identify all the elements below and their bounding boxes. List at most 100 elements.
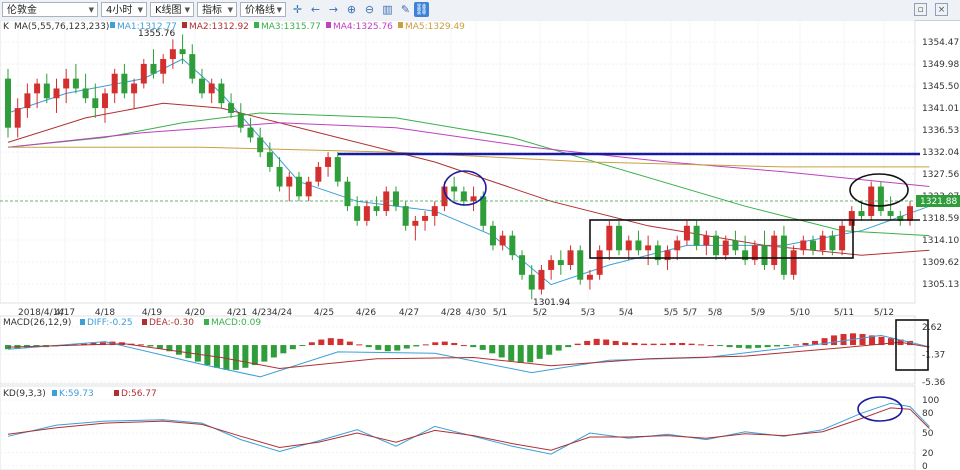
candle-body — [354, 206, 361, 221]
candle-body — [431, 206, 438, 216]
candle-body — [489, 225, 496, 246]
candle — [276, 157, 283, 192]
candle — [509, 230, 516, 261]
macd-bar — [270, 345, 277, 358]
bar-chart-icon[interactable]: ▥ — [382, 3, 393, 16]
macd-bar — [612, 340, 619, 346]
candle-body — [286, 176, 293, 187]
legend-swatch — [182, 22, 187, 28]
candle-body — [596, 250, 603, 275]
candle — [800, 235, 807, 256]
x-tick-label: 5/8 — [708, 308, 723, 318]
candle-body — [14, 108, 21, 128]
macd-bar — [812, 340, 819, 346]
macd-bar — [641, 343, 648, 346]
last-price-value: 1321.88 — [920, 197, 957, 207]
arrow-right-icon[interactable]: → — [328, 3, 339, 16]
macd-bar — [565, 345, 572, 348]
candle — [538, 265, 545, 295]
ma-line-ma4 — [7, 122, 930, 187]
close-window-button[interactable]: × — [935, 3, 948, 16]
legend-swatch — [326, 22, 331, 28]
arrow-left-icon[interactable]: ← — [310, 3, 321, 16]
candle — [286, 171, 293, 202]
candle-body — [751, 245, 758, 261]
link-icon[interactable]: ⛓ — [414, 2, 429, 17]
pencil-icon[interactable]: ✎ — [400, 3, 411, 16]
macd-y-axis: 2.62 -1.37 -5.36 — [922, 323, 946, 388]
candle — [237, 103, 244, 133]
candle-body — [519, 255, 526, 275]
candle-body — [441, 186, 448, 207]
candle-body — [839, 225, 846, 251]
macd-bar — [793, 344, 800, 346]
candle-body — [24, 93, 31, 109]
dea-line — [7, 341, 930, 370]
restore-window-button[interactable]: ▫ — [914, 3, 927, 16]
zoom-in-icon[interactable]: ⊕ — [346, 3, 357, 16]
chevron-down-icon: ▼ — [137, 6, 143, 14]
x-tick-label: 5/2 — [533, 308, 547, 318]
macd-bar — [717, 345, 724, 347]
macd-bar — [261, 345, 268, 362]
y-tick-label: 1354.47 — [922, 38, 959, 48]
price-line-select[interactable]: 价格线 ▼ — [240, 2, 286, 17]
period-select[interactable]: 4小时 ▼ — [101, 2, 147, 17]
legend-swatch — [114, 390, 119, 396]
low-price-label: 1301.94 — [533, 298, 570, 308]
y-tick-label: 1345.50 — [922, 82, 959, 92]
candle-body — [189, 54, 196, 79]
zoom-out-icon[interactable]: ⊖ — [364, 3, 375, 16]
candle — [72, 63, 79, 94]
macd-bar — [745, 345, 752, 349]
consolidation-box — [589, 219, 854, 259]
candle-body — [266, 152, 273, 167]
circle-annotation-430 — [443, 170, 487, 206]
symbol-select[interactable]: 伦敦金 ▼ — [2, 2, 98, 17]
candle-body — [131, 83, 138, 94]
candle — [305, 176, 312, 202]
x-tick-label: 4/18 — [95, 308, 115, 318]
k-line — [7, 402, 930, 455]
y-tick-label: 1327.56 — [922, 170, 959, 180]
candle — [470, 186, 477, 212]
candle — [489, 220, 496, 251]
candle — [422, 211, 429, 231]
candle — [160, 54, 167, 84]
candle-body — [567, 250, 574, 266]
candle-body — [208, 83, 215, 94]
macd-bar — [555, 345, 562, 351]
period-select-label: 4小时 — [106, 5, 133, 16]
x-tick-label: 4/26 — [356, 308, 376, 318]
candle — [761, 230, 768, 270]
x-tick-label: 5/9 — [751, 308, 766, 318]
chart-type-select[interactable]: K线图 ▼ — [150, 2, 194, 17]
candle-body — [344, 181, 351, 207]
legend-swatch — [110, 22, 115, 28]
indicator-select[interactable]: 指标 ▼ — [197, 2, 237, 17]
candle — [683, 220, 690, 246]
candle — [780, 225, 787, 280]
candle-body — [228, 103, 235, 113]
candle-body — [460, 191, 467, 202]
ma-params-label: MA(5,55,76,123,233) — [14, 22, 109, 32]
candle-body — [683, 225, 690, 241]
macd-bar — [489, 345, 496, 354]
macd-bar — [299, 345, 306, 347]
candle — [402, 201, 409, 231]
candle — [208, 78, 215, 104]
candle — [315, 162, 322, 187]
crosshair-icon[interactable]: ✛ — [292, 3, 303, 16]
candle — [839, 220, 846, 256]
macd-bar — [546, 345, 553, 355]
candle-body — [780, 235, 787, 275]
candle-body — [703, 235, 710, 246]
candle — [713, 230, 720, 261]
macd-bar — [90, 342, 97, 346]
y-tick-label: 1314.10 — [922, 236, 959, 246]
candle-body — [810, 240, 817, 251]
candle — [907, 201, 913, 226]
kd-y-tick-label: 0 — [922, 462, 928, 470]
candle — [519, 250, 526, 280]
candle-body — [538, 269, 545, 290]
